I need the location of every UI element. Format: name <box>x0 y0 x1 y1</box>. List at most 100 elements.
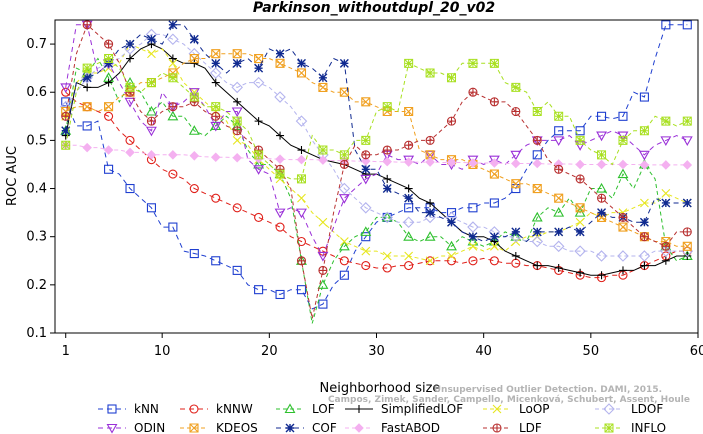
data-point-ldf <box>468 87 478 97</box>
legend-item-fastabod: FastABOD <box>345 421 440 434</box>
data-point-fastabod <box>489 158 500 168</box>
data-point-lof <box>446 240 457 251</box>
data-point-inflo <box>104 54 114 64</box>
data-point-ldof <box>274 91 286 103</box>
data-point-ldof <box>531 235 544 248</box>
data-point-ldf <box>446 116 457 126</box>
data-point-lof <box>510 231 522 241</box>
data-point-inflo <box>597 150 607 160</box>
data-point-fastabod <box>146 150 157 160</box>
data-point-simplifiedlof <box>211 78 220 87</box>
y-tick-label: 0.6 <box>26 85 47 100</box>
data-point-knnw <box>254 212 264 222</box>
data-point-fastabod <box>232 152 242 163</box>
data-point-knn <box>275 289 285 300</box>
data-point-fastabod <box>425 157 435 167</box>
y-tick-label: 0.2 <box>26 278 47 293</box>
y-tick-label: 0.3 <box>26 230 47 245</box>
data-point-simplifiedlof <box>83 83 92 92</box>
data-point-cof <box>425 208 435 218</box>
x-axis: 1 10 20 30 40 50 60 <box>62 333 703 359</box>
data-point-odin <box>681 136 693 147</box>
data-point-simplifiedlof <box>168 54 177 63</box>
data-point-kdeos <box>532 183 542 194</box>
data-point-loop <box>468 241 478 251</box>
legend-item-knnw: kNNW <box>180 402 253 416</box>
data-point-odin <box>360 174 372 185</box>
data-point-knnw <box>339 256 349 266</box>
data-point-fastabod <box>189 151 200 161</box>
data-point-loop <box>382 251 392 261</box>
x-tick-label: 1 <box>62 344 70 359</box>
data-point-knn <box>339 270 349 280</box>
legend-label: COF <box>312 421 337 434</box>
data-point-odin <box>60 83 72 94</box>
data-point-odin <box>296 208 307 219</box>
data-point-simplifiedlof <box>426 198 435 207</box>
data-point-inflo <box>382 102 392 112</box>
data-point-odin <box>274 208 286 219</box>
data-point-simplifiedlof <box>661 256 670 265</box>
legend-marker <box>284 403 296 414</box>
legend-marker <box>603 403 615 415</box>
legend-marker <box>189 423 199 433</box>
data-point-ldof <box>617 250 629 262</box>
data-point-simplifiedlof <box>383 174 392 183</box>
x-tick-label: 30 <box>368 344 385 359</box>
legend-label: FastABOD <box>381 421 440 434</box>
data-point-ldf <box>361 150 371 160</box>
data-point-inflo <box>82 63 92 73</box>
data-point-lof <box>531 211 543 222</box>
data-point-knn <box>168 222 178 232</box>
series-line-lof <box>65 57 688 324</box>
data-point-inflo <box>296 174 306 184</box>
data-point-ldof <box>295 115 308 127</box>
data-point-odin <box>124 97 136 108</box>
data-point-ldf <box>146 116 157 126</box>
data-point-ldof <box>381 211 393 224</box>
data-point-inflo <box>189 92 199 102</box>
data-point-inflo <box>639 126 649 136</box>
watermark-line-1: Unsupervised Outlier Detection. DAMI, 20… <box>434 385 662 395</box>
legend-marker <box>107 404 117 414</box>
data-point-cof <box>125 39 135 49</box>
data-point-cof <box>682 198 692 208</box>
data-point-kdeos <box>275 58 285 68</box>
data-point-knnw <box>104 111 114 121</box>
series-line-cof <box>65 24 688 243</box>
data-point-ldof <box>595 250 608 262</box>
plot-area <box>59 20 694 324</box>
data-point-ldf <box>318 265 328 275</box>
series-kdeos <box>61 49 692 251</box>
series-ldof <box>59 28 694 262</box>
data-point-ldf <box>489 97 499 107</box>
data-point-cof <box>554 227 564 237</box>
data-point-knnw <box>296 236 307 247</box>
data-point-ldf <box>232 126 242 136</box>
data-point-cof <box>168 20 178 30</box>
legend-label: INFLO <box>631 421 666 434</box>
data-point-cof <box>382 184 392 194</box>
legend-label: kNNW <box>216 402 253 416</box>
legend-item-odin: ODIN <box>98 421 165 434</box>
x-tick-label: 20 <box>261 344 278 359</box>
data-point-kdeos <box>682 241 692 251</box>
data-point-inflo <box>511 82 521 92</box>
y-axis: 0.1 0.2 0.3 0.4 0.5 0.6 0.7 <box>26 37 55 341</box>
data-point-lof <box>360 226 372 236</box>
legend-label: SimplifiedLOF <box>381 402 463 416</box>
data-point-ldf <box>61 111 71 121</box>
data-point-loop <box>232 135 242 145</box>
data-point-knnw <box>382 263 392 273</box>
data-point-fastabod <box>382 156 392 167</box>
series-line-knn <box>65 24 688 310</box>
data-point-lof <box>146 105 157 116</box>
series-simplifiedlof <box>61 40 692 280</box>
data-point-cof <box>318 73 328 83</box>
data-point-lof <box>617 168 629 179</box>
data-point-kdeos <box>189 53 199 64</box>
legend-marker <box>355 405 363 413</box>
data-point-simplifiedlof <box>254 117 263 126</box>
data-point-cof <box>61 126 71 136</box>
data-point-kdeos <box>104 102 114 112</box>
